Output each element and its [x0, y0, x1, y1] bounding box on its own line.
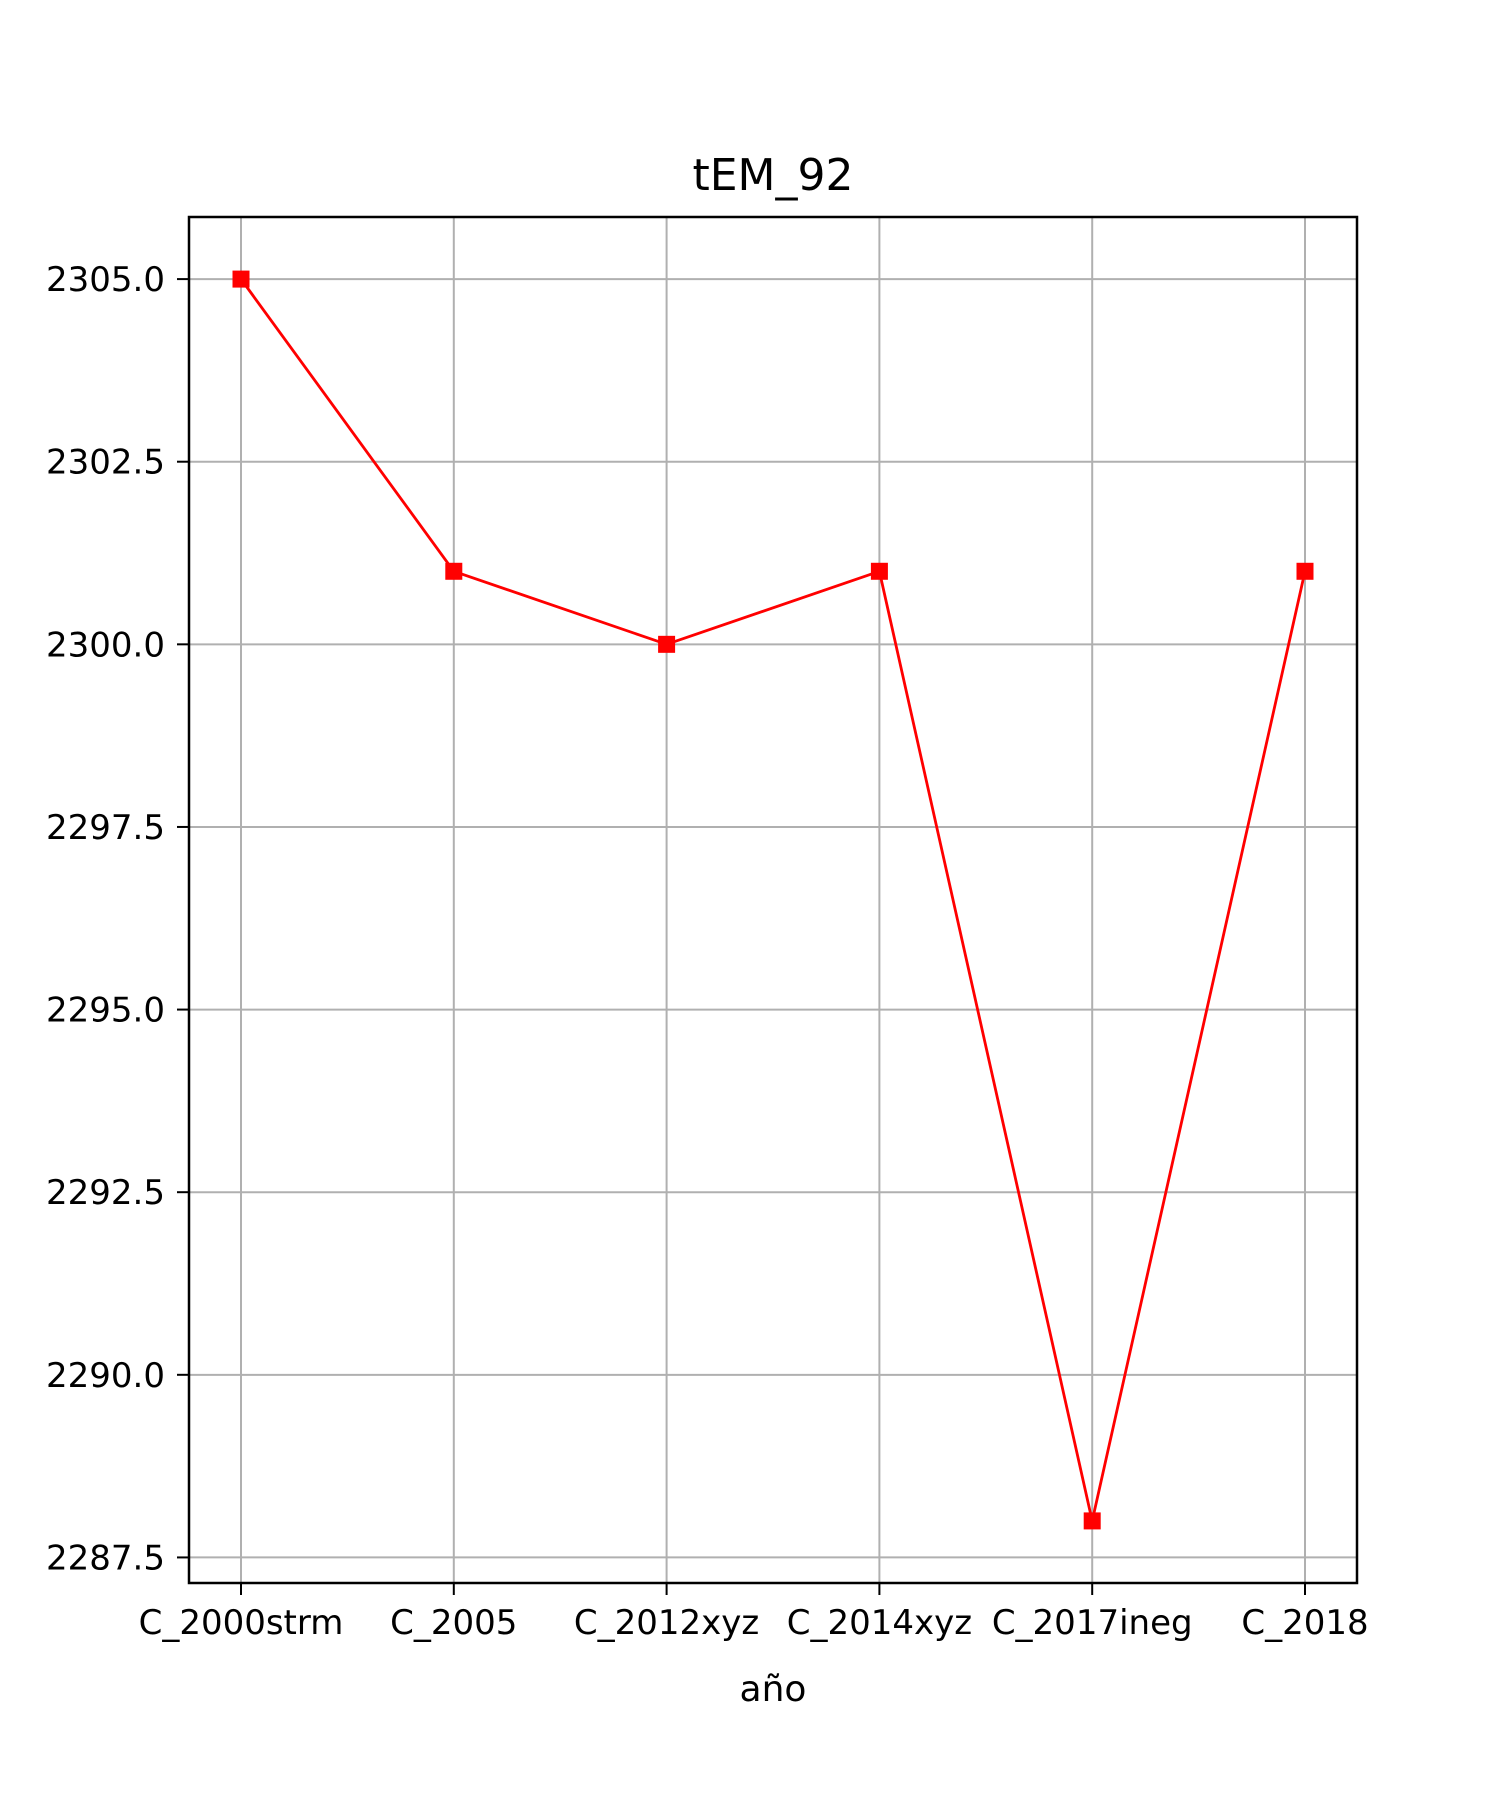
data-point-marker — [232, 270, 250, 288]
data-point-marker — [445, 562, 463, 580]
series-line — [239, 278, 1307, 1522]
data-point-marker — [1296, 562, 1314, 580]
x-tick-label: C_2014xyz — [787, 1603, 972, 1643]
x-tick-label: C_2012xyz — [574, 1603, 759, 1643]
y-tick-label: 2305.0 — [46, 260, 165, 300]
x-tick-label: C_2005 — [390, 1603, 517, 1643]
y-tick-label: 2287.5 — [46, 1538, 165, 1578]
data-series — [232, 270, 1314, 1530]
y-tick-label: 2290.0 — [46, 1356, 165, 1396]
x-tick-label: C_2017ineg — [992, 1603, 1193, 1643]
plot-frame — [187, 215, 1359, 1585]
y-tick-label: 2302.5 — [46, 443, 165, 483]
x-tick-label: C_2000strm — [139, 1603, 344, 1643]
y-tick-label: 2292.5 — [46, 1173, 165, 1213]
grid-lines — [189, 217, 1357, 1583]
y-tick-label: 2297.5 — [46, 808, 165, 848]
x-tick-label: C_2018 — [1241, 1603, 1368, 1643]
data-point-marker — [1083, 1512, 1101, 1530]
x-axis-label: año — [740, 1669, 807, 1710]
y-tick-label: 2300.0 — [46, 625, 165, 665]
y-tick-label: 2295.0 — [46, 991, 165, 1031]
data-point-marker — [870, 562, 888, 580]
axis-ticks: C_2000strm C_2005 C_2012xyz C_2014xyz C_2017… — [46, 260, 1369, 1643]
chart-title: tEM_92 — [692, 150, 853, 201]
data-point-marker — [658, 635, 676, 653]
